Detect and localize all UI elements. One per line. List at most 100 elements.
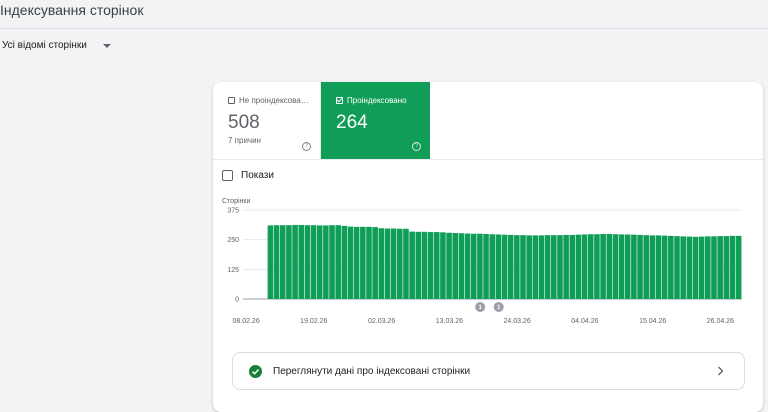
chart-bar[interactable] xyxy=(532,235,539,299)
chart-bar[interactable] xyxy=(360,226,366,299)
chart-bar[interactable] xyxy=(637,234,643,299)
tile-indexed-label: Проіндексовано xyxy=(347,96,407,105)
chart-bar[interactable] xyxy=(674,236,680,299)
chart-bar[interactable] xyxy=(661,235,668,299)
chart-bar[interactable] xyxy=(267,225,274,299)
chart-bar[interactable] xyxy=(569,234,576,299)
chart-bar[interactable] xyxy=(279,225,286,299)
chart-bar[interactable] xyxy=(446,232,452,299)
chart-bar[interactable] xyxy=(594,234,600,299)
chart-bar[interactable] xyxy=(433,232,440,299)
tile-indexed-checkbox[interactable] xyxy=(336,97,343,104)
chart-bar[interactable] xyxy=(612,234,619,299)
chart-bar[interactable] xyxy=(415,231,422,299)
chart-bar[interactable] xyxy=(292,224,298,299)
chart-bar[interactable] xyxy=(507,234,514,299)
chart-bar[interactable] xyxy=(390,228,397,299)
chart-bar[interactable] xyxy=(464,233,471,300)
x-tick-label: 08.02.26 xyxy=(232,318,259,325)
chart-bar[interactable] xyxy=(477,233,483,299)
chart-bar[interactable] xyxy=(353,226,360,299)
chart-bar[interactable] xyxy=(378,228,385,299)
chevron-right-icon xyxy=(718,366,724,376)
tile-indexed-value: 264 xyxy=(336,112,368,133)
chart-bar[interactable] xyxy=(489,234,495,299)
chart-bar[interactable] xyxy=(717,236,723,299)
chart-bar[interactable] xyxy=(680,236,686,299)
chart-bar[interactable] xyxy=(514,235,520,299)
help-circle-icon[interactable]: ? xyxy=(412,142,421,151)
chart-bar[interactable] xyxy=(624,234,631,299)
chart-bar[interactable] xyxy=(655,235,662,299)
impressions-toggle[interactable]: Покази xyxy=(222,170,274,181)
chart-bar[interactable] xyxy=(298,224,304,299)
annotation-marker[interactable] xyxy=(475,302,486,312)
x-tick-label: 02.03.26 xyxy=(368,318,395,325)
chart-bar[interactable] xyxy=(723,236,730,299)
chart-bar[interactable] xyxy=(366,226,372,299)
chart-bar[interactable] xyxy=(692,236,699,299)
chart-bar[interactable] xyxy=(729,235,736,299)
x-tick-label: 19.02.26 xyxy=(300,318,327,325)
chart-bar[interactable] xyxy=(483,233,489,299)
chart-bar[interactable] xyxy=(304,225,311,299)
pages-filter-label: Усі відомі сторінки xyxy=(2,40,87,51)
chart-bar[interactable] xyxy=(495,234,502,299)
chart-bar[interactable] xyxy=(409,231,415,299)
chart-bar[interactable] xyxy=(575,234,582,299)
tile-indexed[interactable]: Проіндексовано 264 ? xyxy=(321,82,430,159)
chart-bar[interactable] xyxy=(427,232,434,299)
tile-not-indexed[interactable]: Не проіндексова… 508 7 причин ? xyxy=(213,82,321,159)
chart-bar[interactable] xyxy=(341,225,348,299)
chart-bar[interactable] xyxy=(526,235,532,299)
view-indexed-pages-link[interactable]: Переглянути дані про індексовані сторінк… xyxy=(232,352,745,390)
chart-bar[interactable] xyxy=(705,236,711,299)
chart-bar[interactable] xyxy=(286,225,292,299)
chart-bar[interactable] xyxy=(520,235,526,299)
chart-bar[interactable] xyxy=(606,233,613,299)
check-circle-icon xyxy=(249,364,262,378)
chart-bar[interactable] xyxy=(323,225,329,299)
chart-bar[interactable] xyxy=(372,227,378,299)
chart-bar[interactable] xyxy=(618,234,625,299)
x-tick-label: 15.04.26 xyxy=(639,318,666,325)
chart-bar[interactable] xyxy=(335,225,341,299)
chart-bar[interactable] xyxy=(649,235,656,299)
chart-bar[interactable] xyxy=(273,225,280,299)
chart-bar[interactable] xyxy=(501,234,508,299)
chart-bar[interactable] xyxy=(631,234,637,299)
view-indexed-pages-label: Переглянути дані про індексовані сторінк… xyxy=(273,365,471,377)
chart-bar[interactable] xyxy=(397,228,403,299)
annotation-marker[interactable] xyxy=(493,302,504,312)
impressions-checkbox[interactable] xyxy=(222,170,233,181)
chart-bar[interactable] xyxy=(329,225,335,299)
chart-bar[interactable] xyxy=(563,234,569,299)
tile-not-indexed-checkbox[interactable] xyxy=(228,97,235,104)
chart-bar[interactable] xyxy=(643,235,649,299)
chart-bar[interactable] xyxy=(452,233,459,299)
chart-bar[interactable] xyxy=(310,225,317,299)
chart-bar[interactable] xyxy=(698,236,705,299)
chart-bar[interactable] xyxy=(347,226,354,299)
chart-bar[interactable] xyxy=(458,233,465,299)
chart-bar[interactable] xyxy=(544,235,551,299)
chart-bar[interactable] xyxy=(711,236,717,299)
tile-not-indexed-value: 508 xyxy=(228,112,260,133)
chart-bar[interactable] xyxy=(403,228,409,299)
chart-bar[interactable] xyxy=(668,235,674,299)
help-circle-icon[interactable]: ? xyxy=(302,142,311,151)
chart-bar[interactable] xyxy=(557,235,563,299)
pages-filter-dropdown[interactable]: Усі відомі сторінки xyxy=(2,40,111,51)
chart-bar[interactable] xyxy=(470,233,477,299)
chart-bar[interactable] xyxy=(600,233,606,299)
chart-bar[interactable] xyxy=(538,235,545,299)
chart-bar[interactable] xyxy=(587,234,594,299)
chart-bar[interactable] xyxy=(440,232,446,299)
chart-bar[interactable] xyxy=(735,235,742,299)
chart-bar[interactable] xyxy=(551,235,557,299)
chart-bar[interactable] xyxy=(581,234,588,299)
chart-bar[interactable] xyxy=(421,231,428,299)
chart-bar[interactable] xyxy=(686,236,693,299)
chart-bar[interactable] xyxy=(316,225,323,299)
chart-bar[interactable] xyxy=(384,228,391,299)
